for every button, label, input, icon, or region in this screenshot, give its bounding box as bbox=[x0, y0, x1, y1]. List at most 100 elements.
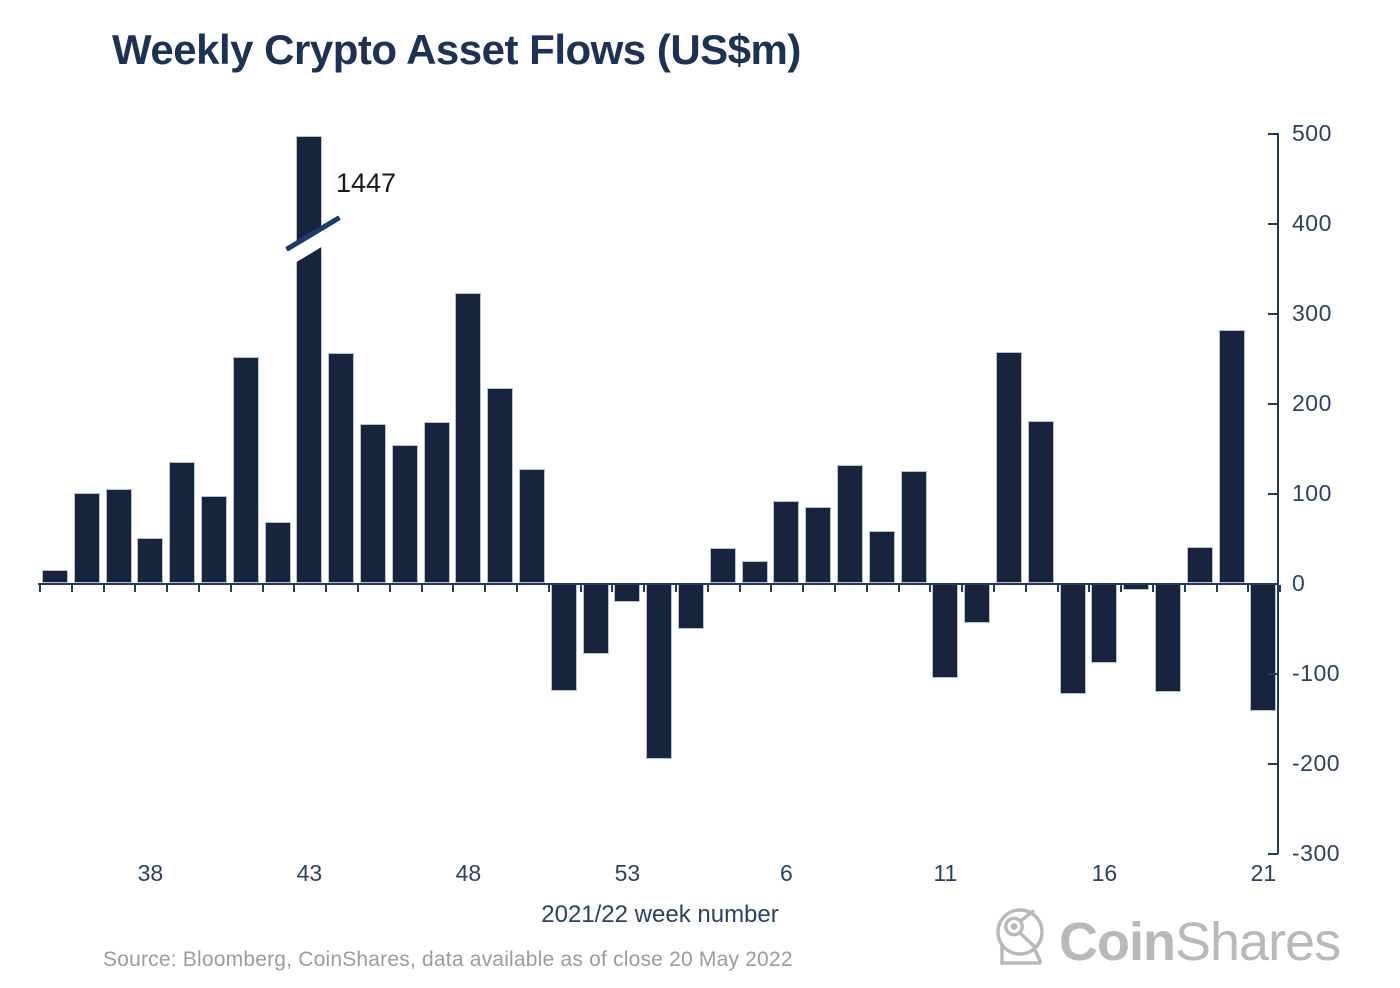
x-tick-label-53: 53 bbox=[614, 860, 641, 886]
bar-week-9 bbox=[868, 530, 895, 583]
y-tick-500 bbox=[1268, 133, 1278, 135]
bar-week-36 bbox=[73, 493, 100, 583]
bar-week-52 bbox=[582, 584, 609, 655]
x-tick bbox=[484, 585, 487, 592]
y-tick-label-0: 0 bbox=[1292, 569, 1306, 596]
x-tick bbox=[293, 585, 296, 592]
x-tick bbox=[897, 585, 900, 592]
bar-week-40 bbox=[201, 495, 227, 583]
bar-week-18 bbox=[1155, 584, 1181, 692]
bar-week-19 bbox=[1186, 547, 1213, 583]
x-tick bbox=[70, 585, 73, 592]
x-tick-label-43: 43 bbox=[296, 860, 323, 886]
coinshares-logo: CoinShares bbox=[993, 903, 1341, 972]
bar-week-42 bbox=[264, 521, 291, 583]
x-tick bbox=[802, 585, 805, 592]
bar-week-44 bbox=[328, 352, 355, 583]
bar-week-7 bbox=[805, 506, 832, 583]
bar-week-8 bbox=[837, 465, 863, 583]
x-tick-label-11: 11 bbox=[933, 860, 958, 886]
y-tick-label--300: -300 bbox=[1292, 839, 1341, 866]
y-axis-line bbox=[1277, 133, 1279, 854]
x-tick bbox=[452, 585, 455, 592]
x-tick bbox=[770, 585, 773, 592]
x-tick bbox=[1088, 585, 1091, 592]
bar-week-47 bbox=[423, 421, 450, 583]
bar-week-14 bbox=[1027, 421, 1054, 583]
x-tick bbox=[39, 585, 41, 592]
source-note: Source: Bloomberg, CoinShares, data avai… bbox=[103, 948, 793, 971]
bar-week-49 bbox=[487, 387, 514, 583]
truncated-bar-value-label: 1447 bbox=[336, 168, 397, 198]
x-tick bbox=[611, 585, 614, 592]
bar-week-39 bbox=[169, 462, 196, 583]
bar-week-12 bbox=[964, 584, 991, 623]
x-tick bbox=[1120, 585, 1123, 592]
bar-week-20 bbox=[1218, 330, 1245, 583]
x-axis-title: 2021/22 week number bbox=[541, 901, 779, 928]
x-tick-label-6: 6 bbox=[779, 860, 793, 886]
x-tick bbox=[261, 585, 264, 592]
chart-title: Weekly Crypto Asset Flows (US$m) bbox=[112, 26, 801, 73]
x-tick bbox=[166, 585, 169, 592]
y-tick-label-200: 200 bbox=[1292, 389, 1332, 416]
x-tick bbox=[102, 585, 105, 592]
x-tick bbox=[929, 585, 932, 592]
bar-week-50 bbox=[519, 468, 545, 583]
coinshares-logo-text: CoinShares bbox=[1059, 912, 1341, 972]
x-tick bbox=[865, 585, 868, 592]
x-tick bbox=[1024, 585, 1027, 592]
bar-chart: 500 400 300 200 100 0 -100 -200 -300 38 43 48 53 6 11… bbox=[38, 120, 1340, 930]
x-tick bbox=[134, 585, 137, 592]
x-tick bbox=[388, 585, 391, 592]
x-tick bbox=[643, 585, 646, 592]
x-tick-label-21: 21 bbox=[1250, 860, 1277, 886]
bar-week-15 bbox=[1059, 584, 1086, 694]
y-tick-200 bbox=[1268, 403, 1278, 405]
x-tick bbox=[547, 585, 550, 592]
y-tick-0 bbox=[1268, 583, 1278, 585]
y-tick-label--200: -200 bbox=[1292, 749, 1341, 776]
x-tick bbox=[516, 585, 518, 592]
y-tick-label--100: -100 bbox=[1292, 659, 1341, 686]
bar-week-3 bbox=[678, 584, 704, 629]
bar-week-21 bbox=[1250, 584, 1277, 711]
bar-week-4 bbox=[709, 547, 736, 583]
x-tick bbox=[961, 585, 964, 592]
x-tick bbox=[993, 585, 995, 592]
y-tick-label-300: 300 bbox=[1292, 299, 1332, 326]
x-tick bbox=[420, 585, 423, 592]
bar-week-6 bbox=[773, 501, 800, 583]
x-tick bbox=[357, 585, 359, 592]
logo-text-coin: Coin bbox=[1059, 912, 1176, 972]
bar-week-41 bbox=[232, 357, 259, 583]
bar-week-5 bbox=[741, 561, 768, 583]
y-tick-300 bbox=[1268, 313, 1278, 315]
bar-week-2 bbox=[646, 584, 673, 759]
x-tick bbox=[325, 585, 328, 592]
y-tick-100 bbox=[1268, 493, 1278, 495]
x-tick bbox=[834, 585, 836, 592]
logo-text-shares: Shares bbox=[1174, 912, 1341, 972]
bar-week-46 bbox=[391, 445, 418, 583]
x-tick bbox=[229, 585, 232, 592]
bar-week-10 bbox=[900, 471, 927, 583]
bar-week-48 bbox=[455, 293, 482, 583]
x-tick bbox=[706, 585, 709, 592]
x-tick bbox=[675, 585, 677, 592]
y-tick-label-500: 500 bbox=[1292, 119, 1332, 146]
x-tick bbox=[1056, 585, 1059, 592]
bar-week-45 bbox=[360, 423, 386, 583]
y-tick--200 bbox=[1268, 763, 1278, 765]
x-tick bbox=[1152, 585, 1154, 592]
bar-week-37 bbox=[105, 489, 132, 583]
x-tick-label-38: 38 bbox=[137, 860, 164, 886]
bar-week-35 bbox=[42, 569, 68, 583]
x-axis-line bbox=[38, 583, 1279, 585]
y-tick-label-100: 100 bbox=[1292, 479, 1332, 506]
y-tick--300 bbox=[1268, 853, 1278, 855]
bar-week-43 bbox=[296, 135, 323, 583]
x-tick-label-16: 16 bbox=[1091, 860, 1118, 886]
y-tick--100 bbox=[1268, 673, 1278, 675]
